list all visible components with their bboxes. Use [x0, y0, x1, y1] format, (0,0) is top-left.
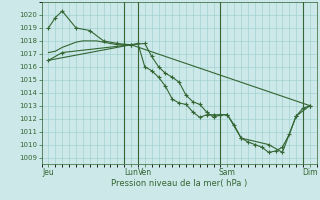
X-axis label: Pression niveau de la mer( hPa ): Pression niveau de la mer( hPa ): [111, 179, 247, 188]
